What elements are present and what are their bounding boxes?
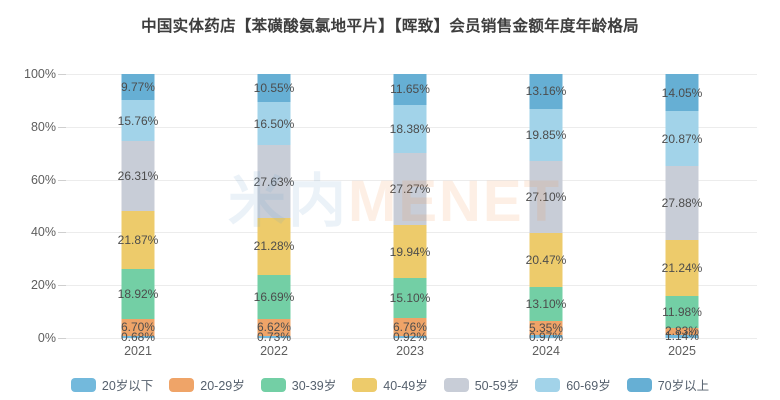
legend-swatch-icon — [626, 377, 652, 392]
bar-segment[interactable] — [121, 99, 155, 142]
x-axis-label: 2021 — [124, 344, 152, 358]
x-axis-label: 2023 — [396, 344, 424, 358]
bar-segment[interactable] — [121, 318, 155, 337]
bar-segment[interactable] — [257, 145, 291, 219]
legend-swatch-icon — [535, 377, 561, 392]
legend-label: 40-49岁 — [383, 379, 428, 393]
y-axis-label: 20% — [30, 278, 56, 293]
y-axis-label: 0% — [37, 331, 56, 345]
bar-segment[interactable] — [529, 286, 563, 322]
legend-label: 60-69岁 — [566, 379, 611, 393]
bar-segment[interactable] — [257, 336, 291, 338]
bar-segment[interactable] — [121, 141, 155, 211]
bar-segment[interactable] — [665, 111, 699, 167]
y-axis-tick — [58, 126, 66, 128]
bar-segment[interactable] — [393, 153, 427, 226]
legend-item[interactable]: 50-59岁 — [443, 375, 520, 394]
bar-segment[interactable] — [393, 225, 427, 278]
bar-segment[interactable] — [393, 317, 427, 336]
bar-segment[interactable] — [665, 74, 699, 112]
legend-item[interactable]: 30-39岁 — [260, 375, 337, 394]
y-axis-tick — [58, 232, 66, 234]
x-axis-label: 2022 — [260, 344, 288, 358]
legend-item[interactable]: 70岁以上 — [626, 375, 710, 394]
bar-segment[interactable] — [257, 101, 291, 146]
legend-label: 50-59岁 — [474, 379, 520, 393]
y-axis-tick — [58, 74, 66, 75]
bar-segment[interactable] — [257, 274, 291, 319]
legend-label: 30-39岁 — [291, 379, 337, 393]
x-axis-label: 2024 — [532, 344, 560, 358]
legend-swatch-icon — [70, 377, 96, 392]
legend-label: 20岁以下 — [101, 379, 154, 393]
bar-segment[interactable] — [665, 295, 699, 328]
legend-swatch-icon — [443, 377, 469, 392]
bar-segment[interactable] — [393, 277, 427, 318]
y-axis-tick — [58, 338, 66, 339]
legend-swatch-icon — [260, 377, 286, 392]
legend-item[interactable]: 20岁以下 — [70, 375, 154, 394]
bar-segment[interactable] — [529, 232, 563, 287]
legend-item[interactable]: 20-29岁 — [169, 375, 245, 394]
y-axis-tick — [58, 179, 66, 181]
bar-segment[interactable] — [121, 336, 155, 338]
grid-line — [66, 338, 757, 339]
bar-segment[interactable] — [665, 166, 699, 240]
legend-item[interactable]: 60-69岁 — [535, 375, 611, 394]
bar-segment[interactable] — [529, 321, 563, 336]
legend-item[interactable]: 40-49岁 — [352, 375, 428, 394]
bar-segment[interactable] — [393, 335, 427, 338]
legend-swatch-icon — [169, 377, 195, 392]
bar-segment[interactable] — [393, 73, 427, 105]
bar-segment[interactable] — [121, 210, 155, 269]
bar-segment[interactable] — [529, 335, 563, 338]
bar-segment[interactable] — [665, 334, 699, 338]
bar-segment[interactable] — [121, 268, 155, 319]
bar-segment[interactable] — [257, 318, 291, 337]
bar-segment[interactable] — [665, 327, 699, 335]
legend-swatch-icon — [352, 377, 378, 392]
bar-segment[interactable] — [121, 73, 155, 100]
bar-segment[interactable] — [257, 218, 291, 275]
chart-title: 中国实体药店【苯磺酸氨氯地平片】【晖致】会员销售金额年度年龄格局 — [141, 18, 639, 35]
y-axis-label: 60% — [30, 172, 56, 187]
legend-label: 20-29岁 — [200, 379, 245, 393]
y-axis-label: 100% — [24, 67, 56, 81]
legend: 20岁以下 20-29岁 30-39岁 40-49岁 50-59岁 60-69岁 70岁以上 — [0, 375, 780, 394]
y-axis-tick — [58, 285, 66, 287]
bar-segment[interactable] — [529, 161, 563, 233]
bar-segment[interactable] — [393, 104, 427, 154]
bar-segment[interactable] — [529, 108, 563, 162]
bar-segment[interactable] — [257, 74, 291, 102]
legend-label: 70岁以上 — [657, 379, 710, 393]
x-axis-label: 2025 — [668, 344, 696, 358]
bar-segment[interactable] — [665, 239, 699, 296]
y-axis-label: 80% — [30, 119, 56, 134]
y-axis-label: 40% — [30, 225, 56, 240]
bar-segment[interactable] — [529, 74, 563, 109]
